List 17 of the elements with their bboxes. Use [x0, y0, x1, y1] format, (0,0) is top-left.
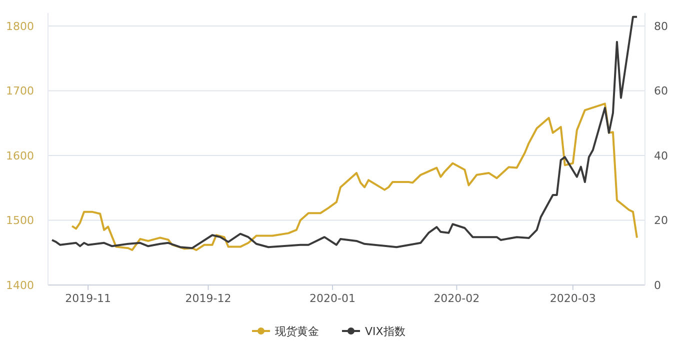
x-tick-label: 2019-11 — [65, 292, 112, 305]
y-tick-label: 1700 — [6, 84, 34, 98]
y2-tick-label: 40 — [654, 149, 668, 162]
legend-label: 现货黄金 — [275, 325, 319, 338]
y-tick-label: 1400 — [6, 279, 34, 292]
legend-label: VIX指数 — [365, 325, 406, 338]
y2-tick-label: 80 — [654, 20, 668, 33]
x-tick-label: 2019-12 — [185, 292, 232, 305]
x-tick-label: 2020-02 — [434, 292, 480, 305]
y-tick-label: 1600 — [6, 149, 34, 162]
y2-tick-label: 60 — [654, 84, 668, 98]
x-tick-label: 2020-01 — [309, 292, 356, 305]
y2-tick-label: 0 — [654, 279, 661, 292]
y-tick-label: 1500 — [6, 214, 34, 228]
y-tick-label: 1800 — [6, 20, 34, 33]
x-tick-label: 2020-03 — [550, 292, 596, 305]
y2-tick-label: 20 — [654, 214, 668, 228]
